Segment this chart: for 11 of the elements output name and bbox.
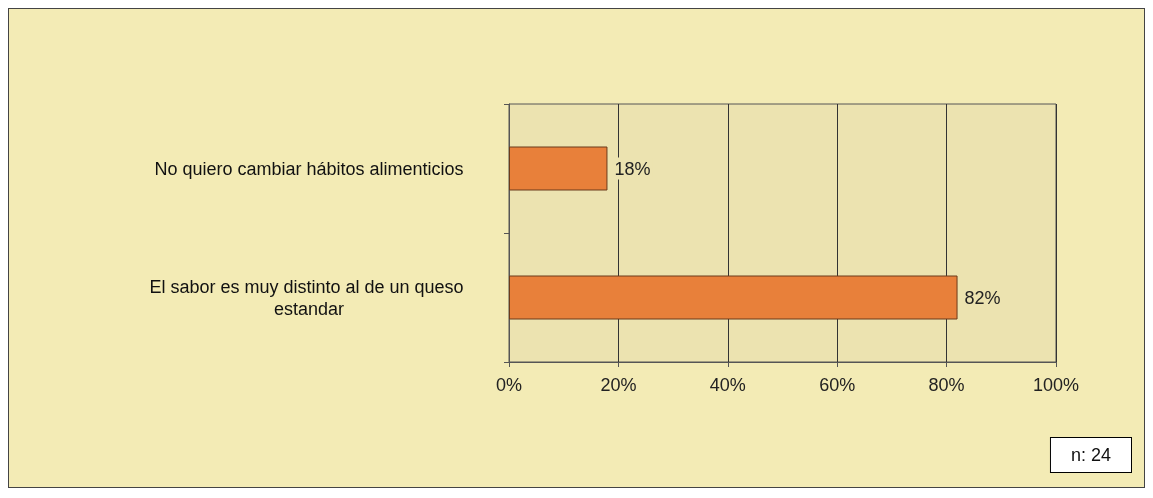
text: n: 24 <box>1070 445 1112 465</box>
x-tick-label: 80% <box>928 375 965 395</box>
x-tick-label: 60% <box>819 375 856 395</box>
x-tick-label: 100% <box>1032 375 1080 395</box>
data-label: 18% <box>614 158 651 179</box>
y-tick-label: No quiero cambiar hábitos alimenticios <box>154 158 464 179</box>
x-tick-label: 40% <box>709 375 746 395</box>
y-tick-label: El sabor es muy distinto al de un queso estandar <box>149 276 469 319</box>
x-tick-label: 20% <box>600 375 637 395</box>
data-label: 82% <box>964 287 1001 308</box>
x-tick-label: 0% <box>495 375 523 395</box>
